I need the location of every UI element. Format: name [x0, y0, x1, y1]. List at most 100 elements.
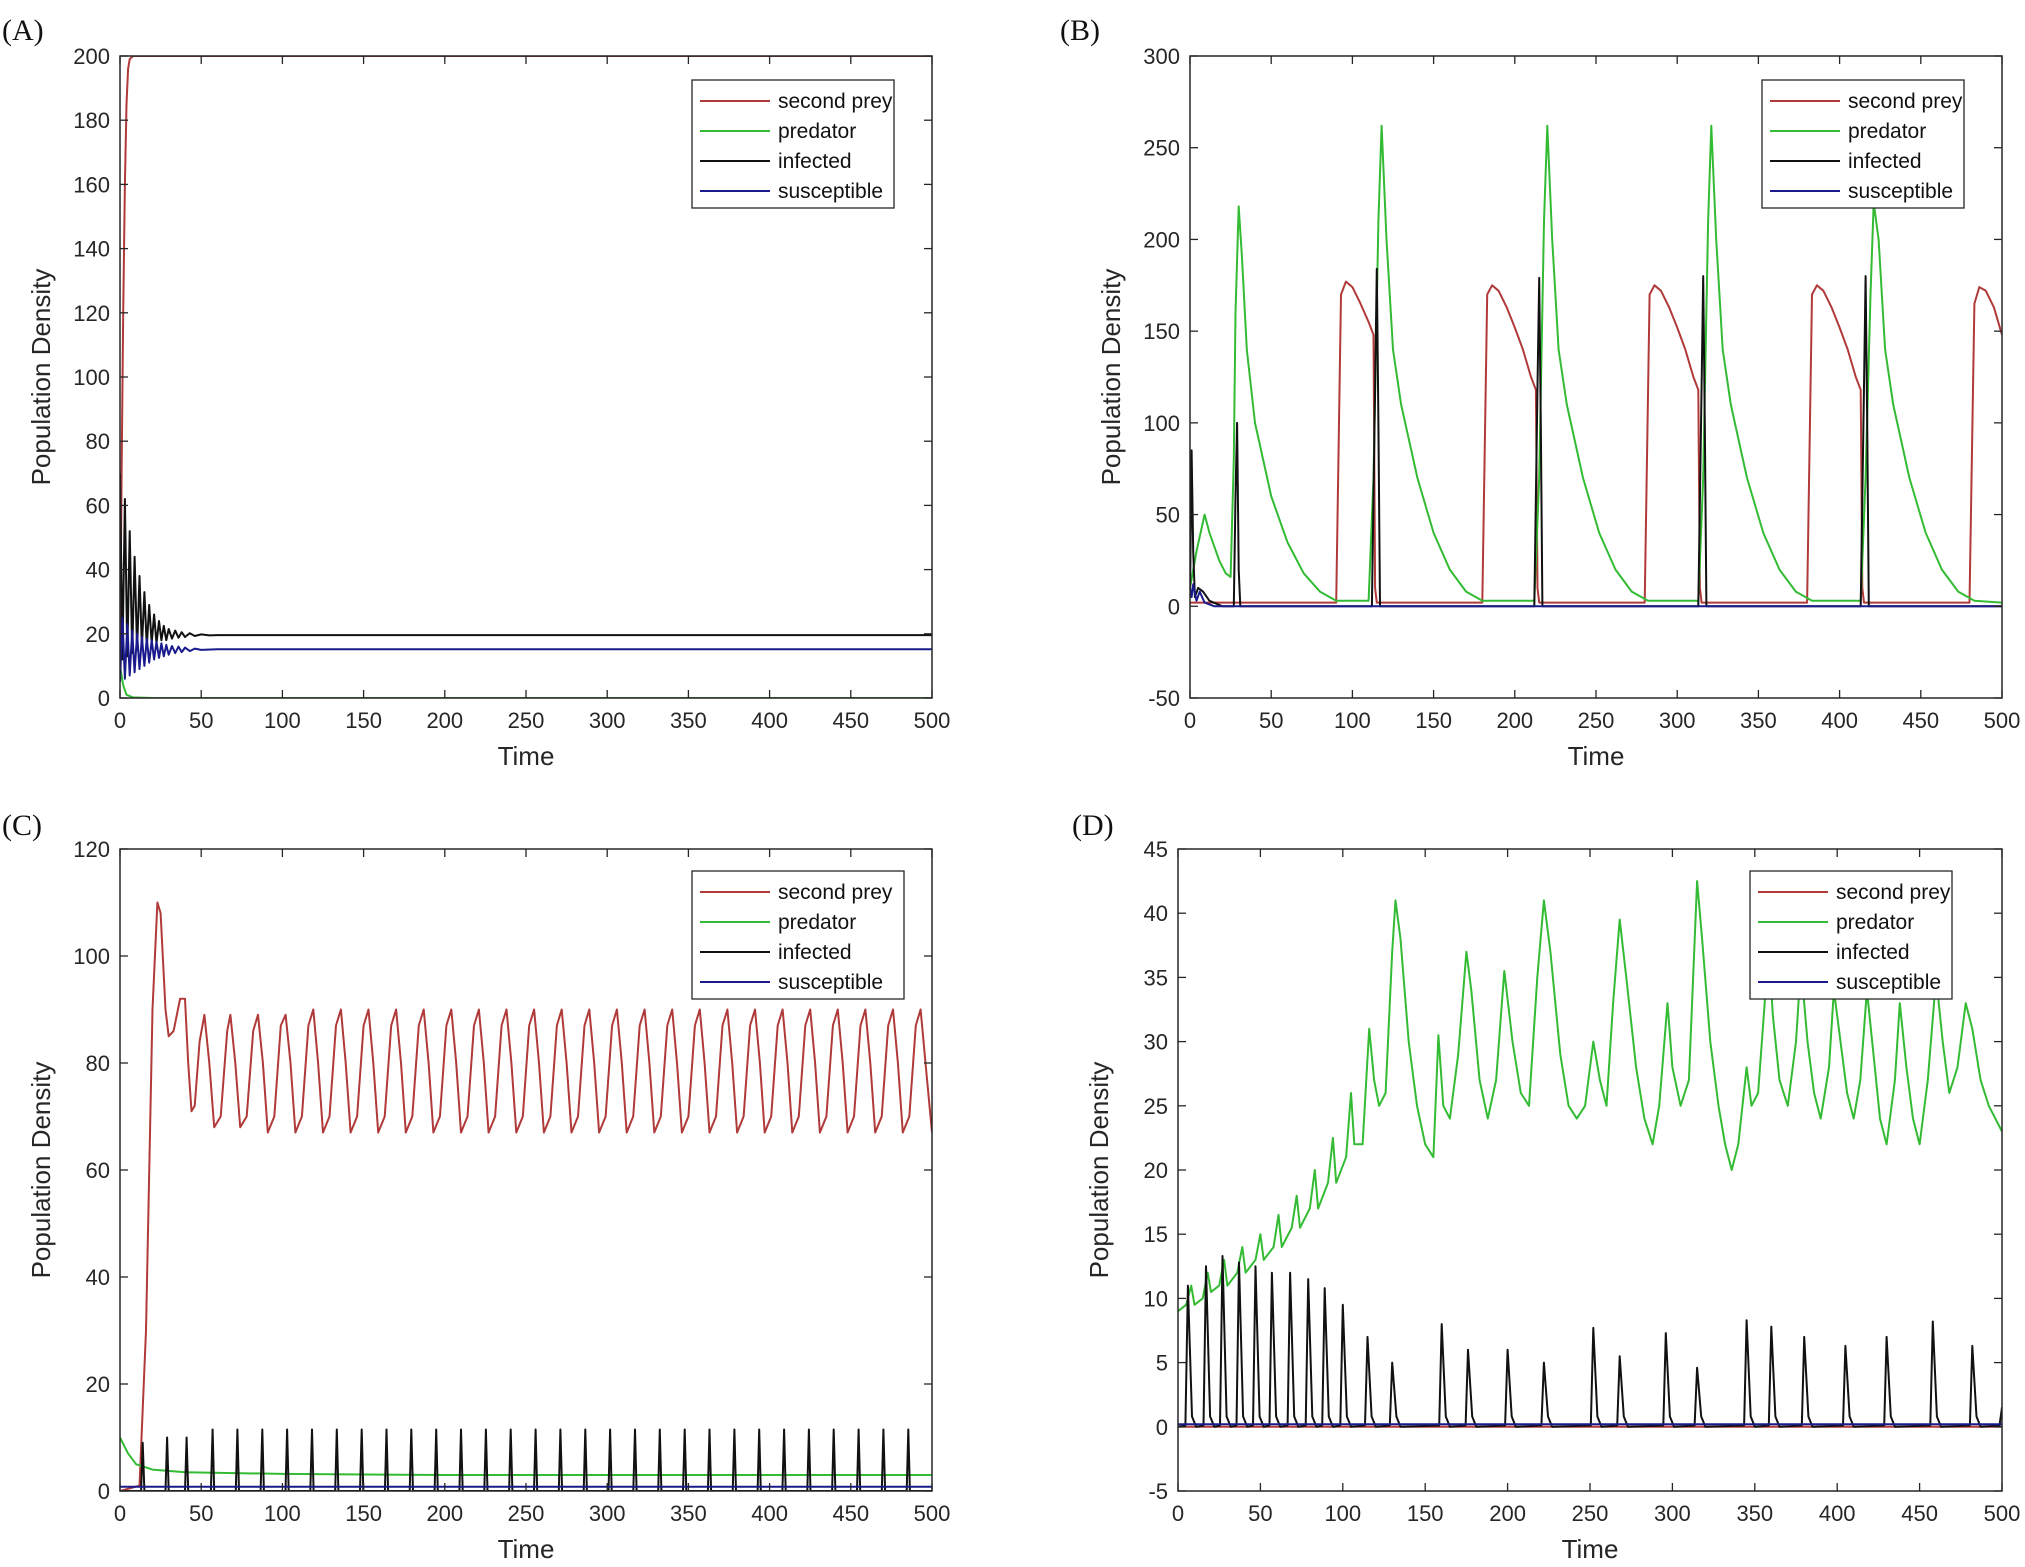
y-tick-label: 100 [1143, 411, 1180, 436]
y-tick-label: 10 [1144, 1286, 1168, 1311]
x-tick-label: 200 [426, 708, 463, 733]
legend-label-predator: predator [1848, 120, 1926, 143]
x-tick-label: 500 [1984, 708, 2021, 733]
y-axis-label: Population Density [1084, 1062, 1114, 1279]
y-tick-label: 120 [73, 837, 110, 862]
y-tick-label: 15 [1144, 1222, 1168, 1247]
legend-label-infected: infected [1848, 150, 1922, 173]
legend-label-predator: predator [778, 120, 856, 143]
legend: second prey predator infected susceptible [691, 79, 895, 209]
x-tick-label: 200 [1496, 708, 1533, 733]
x-tick-label: 250 [1578, 708, 1615, 733]
panel-3: (C) 0 50 100 150 200 250 300 350 400 450 500 0 20 40 60… [2, 809, 950, 1564]
x-tick-label: 50 [1248, 1501, 1272, 1526]
y-tick-label: 25 [1144, 1094, 1168, 1119]
x-tick-label: 450 [832, 708, 869, 733]
y-tick-label: 20 [86, 1372, 110, 1397]
x-axis-label: Time [1562, 1534, 1619, 1564]
x-tick-label: 0 [114, 708, 126, 733]
y-tick-label: 5 [1156, 1351, 1168, 1376]
legend-label-susceptible: susceptible [778, 971, 883, 994]
y-tick-label: 150 [1143, 319, 1180, 344]
y-tick-label: 250 [1143, 136, 1180, 161]
y-axis-label: Population Density [26, 269, 56, 486]
x-tick-label: 300 [1659, 708, 1696, 733]
series-line-infected [120, 1428, 932, 1491]
x-axis-label: Time [1568, 741, 1625, 771]
x-tick-label: 200 [1489, 1501, 1526, 1526]
y-tick-label: 0 [98, 686, 110, 711]
y-tick-label: 60 [86, 493, 110, 518]
legend: second prey predator infected susceptible [691, 870, 905, 1000]
series-line-second-prey [1190, 280, 2002, 604]
x-tick-label: 400 [751, 1501, 788, 1526]
series-group [120, 56, 932, 698]
y-tick-label: 0 [1168, 594, 1180, 619]
y-tick-label: 40 [1144, 901, 1168, 926]
y-tick-label: 20 [1144, 1158, 1168, 1183]
x-tick-label: 100 [264, 1501, 301, 1526]
y-tick-label: 120 [73, 301, 110, 326]
legend-label-susceptible: susceptible [1836, 971, 1941, 994]
x-tick-label: 0 [114, 1501, 126, 1526]
x-tick-label: 250 [508, 708, 545, 733]
legend-label-second-prey: second prey [778, 881, 893, 904]
y-tick-label: 160 [73, 172, 110, 197]
x-tick-label: 100 [1324, 1501, 1361, 1526]
y-tick-label: 45 [1144, 837, 1168, 862]
panel-4: (D)0 50 100 150 200 250 300 350 400 450 500-505101… [1072, 809, 2020, 1564]
y-tick-label: 0 [98, 1479, 110, 1504]
y-tick-label: 30 [1144, 1030, 1168, 1055]
series-line-susceptible [120, 616, 932, 683]
x-tick-label: 300 [1654, 1501, 1691, 1526]
y-tick-label: 40 [86, 558, 110, 583]
legend-label-susceptible: susceptible [1848, 180, 1953, 203]
panel-label: (B) [1060, 14, 1100, 47]
series-group [1190, 124, 2002, 608]
x-tick-label: 200 [426, 1501, 463, 1526]
x-tick-label: 100 [264, 708, 301, 733]
x-tick-label: 0 [1184, 708, 1196, 733]
x-tick-label: 350 [670, 1501, 707, 1526]
y-tick-label: 140 [73, 237, 110, 262]
y-tick-label: 50 [1156, 503, 1180, 528]
x-tick-label: 350 [1740, 708, 1777, 733]
x-tick-label: 250 [1572, 1501, 1609, 1526]
x-tick-label: 150 [1407, 1501, 1444, 1526]
x-axis-label: Time [498, 1534, 555, 1564]
x-tick-label: 450 [1901, 1501, 1938, 1526]
x-tick-label: 300 [589, 708, 626, 733]
x-tick-label: 500 [1984, 1501, 2021, 1526]
legend-label-second-prey: second prey [1848, 90, 1963, 113]
x-tick-label: 500 [914, 708, 951, 733]
series-line-second-prey [120, 56, 932, 666]
y-tick-label: 60 [86, 1158, 110, 1183]
y-axis-label: Population Density [1096, 269, 1126, 486]
x-tick-label: 50 [1259, 708, 1283, 733]
y-tick-label: 40 [86, 1265, 110, 1290]
panel-label: (D) [1072, 809, 1114, 842]
legend-label-infected: infected [1836, 941, 1910, 964]
x-tick-label: 450 [832, 1501, 869, 1526]
legend-label-susceptible: susceptible [778, 180, 883, 203]
x-tick-label: 250 [508, 1501, 545, 1526]
y-tick-label: 300 [1143, 44, 1180, 69]
y-tick-label: 80 [86, 1051, 110, 1076]
legend-label-infected: infected [778, 150, 852, 173]
x-tick-label: 450 [1902, 708, 1939, 733]
panel-label: (C) [2, 809, 42, 842]
x-tick-label: 100 [1334, 708, 1371, 733]
legend-label-second-prey: second prey [778, 90, 893, 113]
series-line-susceptible [1190, 583, 2002, 608]
legend-label-second-prey: second prey [1836, 881, 1951, 904]
y-tick-label: 100 [73, 365, 110, 390]
series-line-predator [1178, 880, 2002, 1312]
y-tick-label: 200 [73, 44, 110, 69]
y-tick-label: 80 [86, 429, 110, 454]
x-tick-label: 300 [589, 1501, 626, 1526]
y-tick-label: 20 [86, 622, 110, 647]
legend: second prey predator infected susceptible [1749, 870, 1953, 1000]
legend-label-predator: predator [778, 911, 856, 934]
x-tick-label: 400 [1819, 1501, 1856, 1526]
